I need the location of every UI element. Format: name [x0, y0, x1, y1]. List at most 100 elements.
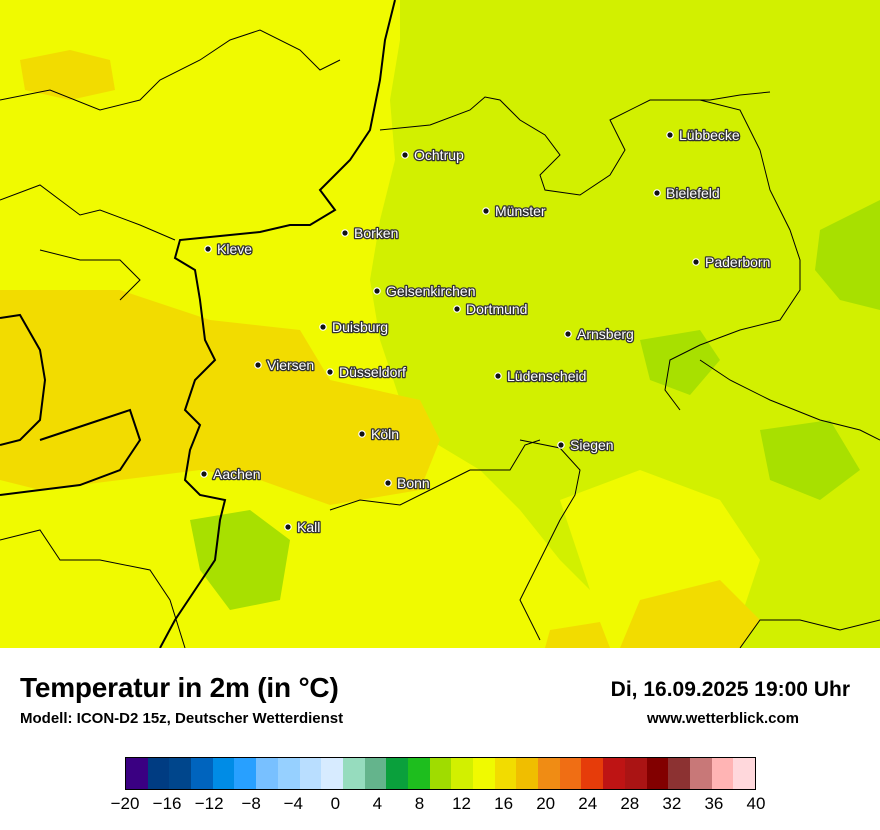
city-dot — [326, 368, 334, 376]
temperature-zone-12 — [190, 510, 290, 610]
city-label: Kall — [297, 519, 320, 535]
city-label: Viersen — [267, 357, 314, 373]
city-label: Bielefeld — [666, 185, 720, 201]
city-marker: Kall — [284, 518, 322, 536]
scale-segment — [451, 758, 473, 789]
scale-segment — [342, 758, 365, 789]
city-marker: Ochtrup — [401, 146, 465, 164]
city-dot — [666, 131, 674, 139]
map-title: Temperatur in 2m (in °C) — [20, 672, 339, 703]
city-marker: Borken — [341, 224, 400, 242]
city-label: Köln — [371, 426, 399, 442]
city-marker: Gelsenkirchen — [373, 282, 477, 300]
temperature-zone-18 — [620, 580, 760, 648]
city-dot — [557, 441, 565, 449]
country-border — [159, 0, 396, 648]
scale-segment — [603, 758, 625, 789]
scale-tick-label: 32 — [662, 794, 682, 813]
scale-segment — [169, 758, 192, 789]
scale-tick-label: 40 — [746, 794, 766, 813]
city-label: Lübbecke — [679, 127, 740, 143]
temperature-zone-16 — [420, 500, 520, 600]
footer: Temperatur in 2m (in °C) Modell: ICON-D2… — [0, 648, 880, 830]
scale-tick-label: −20 — [110, 794, 140, 813]
city-marker: Düsseldorf — [326, 363, 407, 381]
city-dot — [373, 287, 381, 295]
temperature-zone-18 — [20, 50, 115, 100]
country-border — [0, 408, 142, 496]
city-markers: Ochtrup Lübbecke Bielefeld Münster Borken Kle… — [200, 126, 772, 536]
city-label: Borken — [354, 225, 398, 241]
model-source: Modell: ICON-D2 15z, Deutscher Wetterdie… — [20, 710, 344, 727]
scale-segment — [581, 758, 604, 789]
scale-segment — [668, 758, 690, 789]
scale-tick-label: 4 — [372, 794, 383, 813]
scale-segment — [516, 758, 539, 789]
city-marker: Duisburg — [319, 318, 389, 336]
city-label: Duisburg — [332, 319, 388, 335]
scale-segment — [494, 758, 517, 789]
city-dot — [204, 245, 212, 253]
city-dot — [564, 330, 572, 338]
city-marker: Lübbecke — [666, 126, 741, 144]
scale-tick-label: 24 — [578, 794, 598, 813]
scale-segment — [646, 758, 669, 789]
city-dot — [401, 151, 409, 159]
forecast-datetime: Di, 16.09.2025 19:00 Uhr — [610, 678, 850, 701]
scale-segment — [147, 758, 170, 789]
city-dot — [358, 430, 366, 438]
scale-segment — [126, 758, 148, 789]
scale-segment — [256, 758, 278, 789]
scale-tick-label: 28 — [620, 794, 640, 813]
city-label: Lüdenscheid — [507, 368, 586, 384]
region-borders — [0, 29, 880, 648]
scale-tick-label: 12 — [452, 794, 471, 813]
scale-tick-label: −8 — [241, 794, 261, 813]
city-dot — [254, 361, 262, 369]
scale-tick-label: 36 — [704, 794, 724, 813]
scale-segment — [473, 758, 495, 789]
city-marker: Siegen — [557, 436, 615, 454]
city-marker: Dortmund — [453, 300, 529, 318]
scale-tick-label: 8 — [414, 794, 425, 813]
website-url: www.wetterblick.com — [647, 710, 799, 727]
city-label: Siegen — [570, 437, 614, 453]
country-border — [0, 313, 47, 446]
scale-segment — [429, 758, 452, 789]
city-label: Münster — [495, 203, 546, 219]
city-dot — [482, 207, 490, 215]
scale-segment — [711, 758, 734, 789]
city-label: Düsseldorf — [339, 364, 406, 380]
city-label: Bonn — [397, 475, 430, 491]
scale-segment — [689, 758, 712, 789]
temperature-zone-12 — [640, 330, 720, 395]
scale-segment — [364, 758, 387, 789]
scale-tick-label: −16 — [152, 794, 182, 813]
city-dot — [653, 189, 661, 197]
temperature-zone-18 — [545, 622, 610, 648]
city-marker: Lüdenscheid — [494, 367, 588, 385]
city-dot — [692, 258, 700, 266]
city-dot — [494, 372, 502, 380]
temperature-zone-12 — [760, 420, 860, 500]
scale-segment — [321, 758, 343, 789]
temperature-color-scale — [125, 757, 756, 790]
city-dot — [341, 229, 349, 237]
city-dot — [453, 305, 461, 313]
city-marker: Aachen — [200, 465, 262, 483]
color-scale-ticks: −20 −16 −12 −8 −4 0 4 8 12 16 20 24 28 32 36 40 — [111, 792, 766, 818]
city-dot — [384, 479, 392, 487]
temperature-zone-12 — [815, 200, 880, 310]
city-label: Dortmund — [466, 301, 527, 317]
scale-segment — [299, 758, 322, 789]
scale-tick-label: 0 — [330, 794, 341, 813]
city-marker: Münster — [482, 202, 547, 220]
city-marker: Bonn — [384, 474, 431, 492]
scale-segment — [407, 758, 430, 789]
scale-segment — [277, 758, 300, 789]
scale-segment — [191, 758, 213, 789]
city-marker: Köln — [358, 425, 400, 443]
city-label: Ochtrup — [414, 147, 464, 163]
scale-segment — [234, 758, 257, 789]
scale-tick-label: 16 — [494, 794, 514, 813]
